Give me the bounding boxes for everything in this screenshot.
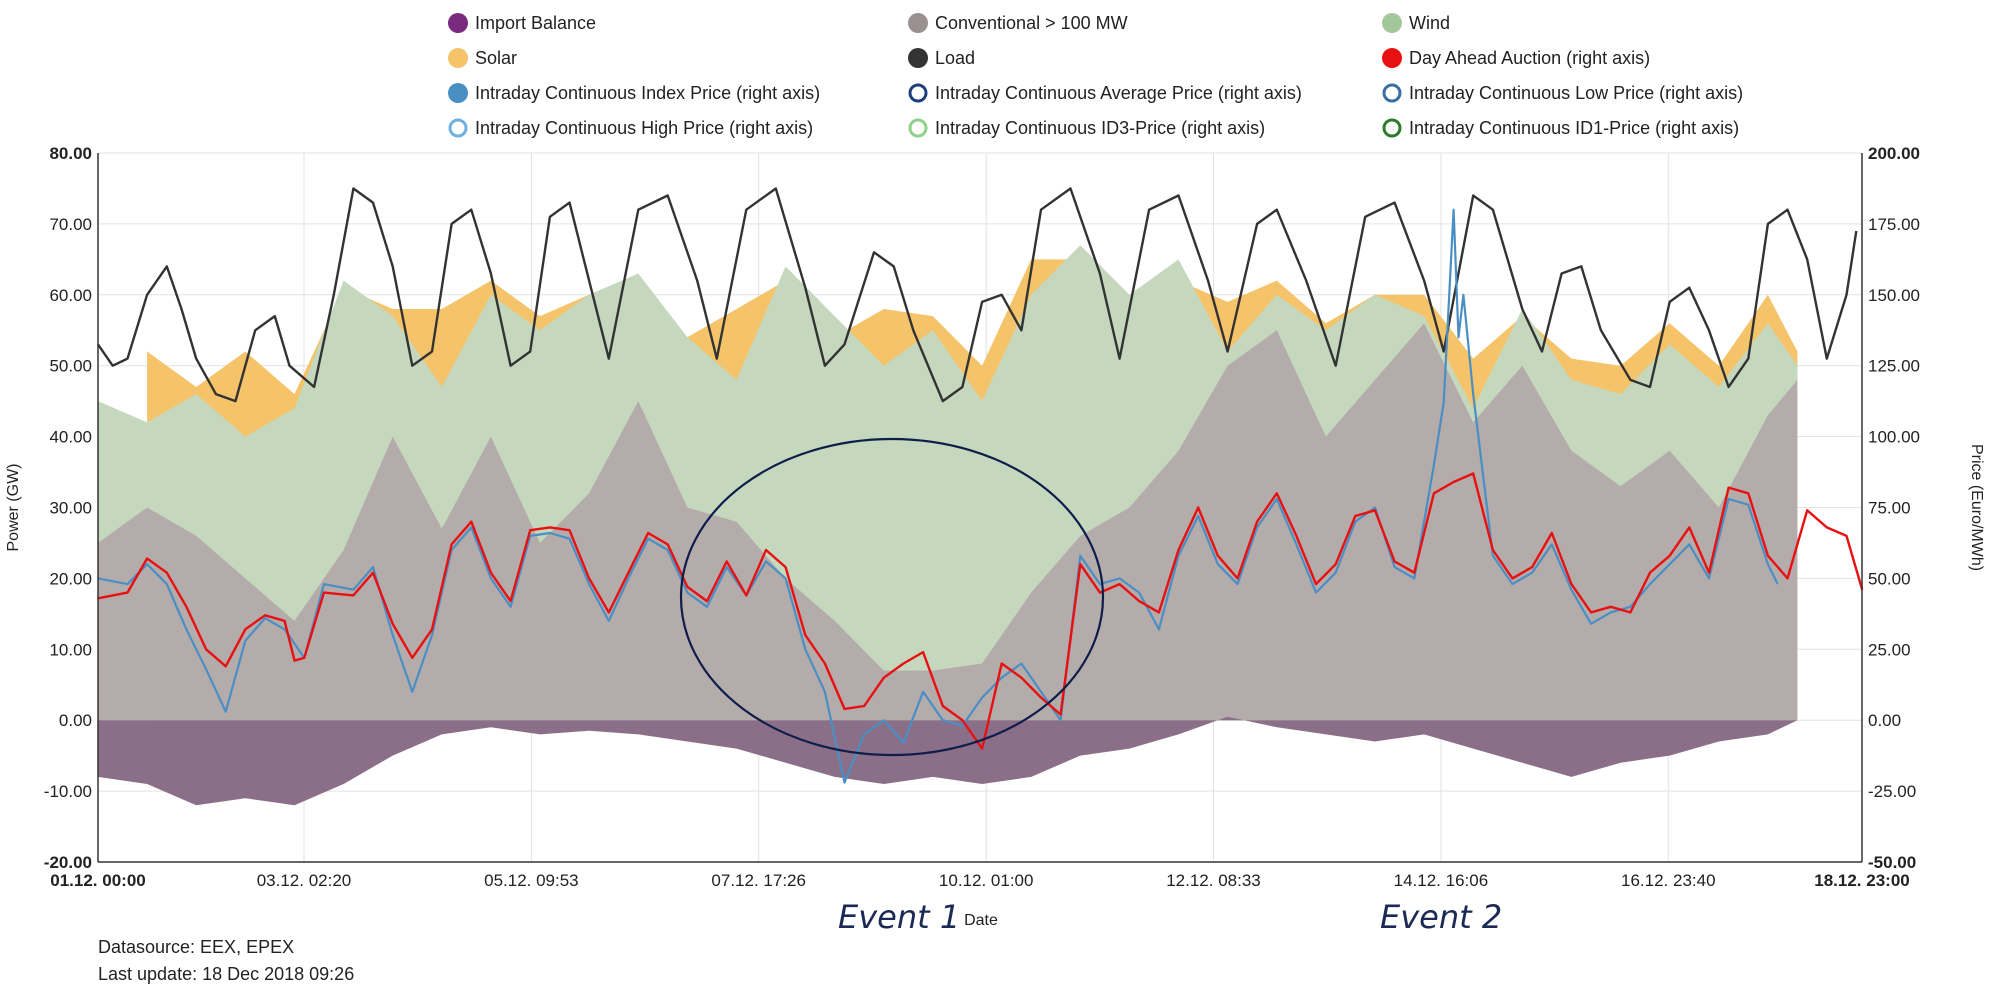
area-conventional-100-mw <box>98 323 1798 721</box>
y-right-tick-label: 50.00 <box>1868 569 1911 588</box>
y-right-tick-label: 200.00 <box>1868 144 1920 163</box>
area-import-balance <box>98 716 1798 806</box>
y-right-tick-label: 125.00 <box>1868 357 1920 376</box>
legend-label-3: Solar <box>475 48 517 68</box>
y-left-tick-label: 10.00 <box>49 640 92 659</box>
y-right-axis-title: Price (Euro/MWh) <box>1968 444 1985 571</box>
y-right-tick-label: -25.00 <box>1868 782 1916 801</box>
legend-item-7: Intraday Continuous Average Price (right… <box>908 83 1302 103</box>
x-axis-title: Date <box>964 912 998 929</box>
datasource-text: Datasource: EEX, EPEX <box>98 937 295 957</box>
line-intraday-continuous-index-price-right-axis- <box>97 208 1779 784</box>
legend-item-8: Intraday Continuous Low Price (right axi… <box>1382 83 1743 103</box>
y-left-tick-label: 60.00 <box>49 286 92 305</box>
legend-label-7: Intraday Continuous Average Price (right… <box>935 83 1302 103</box>
legend-label-8: Intraday Continuous Low Price (right axi… <box>1409 83 1743 103</box>
legend-marker-1 <box>908 13 928 33</box>
legend-marker-2 <box>1382 13 1402 33</box>
y-left-axis-title: Power (GW) <box>5 464 22 552</box>
legend-marker-3 <box>448 48 468 68</box>
y-right-tick-label: 25.00 <box>1868 640 1911 659</box>
chart-legend: Import Balance Conventional > 100 MW Wind S… <box>448 13 1743 138</box>
y-left-tick-label: 20.00 <box>49 569 92 588</box>
y-left-tick-label: 50.00 <box>49 357 92 376</box>
x-tick-label: 05.12. 09:53 <box>484 871 579 890</box>
y-left-tick-label: -10.00 <box>44 782 92 801</box>
legend-item-1: Conventional > 100 MW <box>908 13 1128 33</box>
legend-item-9: Intraday Continuous High Price (right ax… <box>448 118 813 138</box>
event-2-label: Event 2 <box>1380 898 1502 936</box>
legend-marker-0 <box>448 13 468 33</box>
y-left-tick-label: 0.00 <box>59 711 92 730</box>
line-load <box>97 187 1858 403</box>
event-1-circle <box>679 437 1105 757</box>
x-tick-label: 03.12. 02:20 <box>257 871 352 890</box>
legend-marker-6 <box>448 83 468 103</box>
y-right-tick-label: -50.00 <box>1868 853 1916 872</box>
line-day-ahead-auction-right-axis- <box>97 472 1864 750</box>
legend-item-4: Load <box>908 48 975 68</box>
x-tick-label: 07.12. 17:26 <box>711 871 806 890</box>
y-left-tick-label: -20.00 <box>44 853 92 872</box>
legend-item-0: Import Balance <box>448 13 596 33</box>
legend-label-1: Conventional > 100 MW <box>935 13 1128 33</box>
y-left-tick-label: 80.00 <box>49 144 92 163</box>
y-left-tick-label: 30.00 <box>49 499 92 518</box>
y-left-tick-label: 70.00 <box>49 215 92 234</box>
y-right-tick-label: 100.00 <box>1868 428 1920 447</box>
legend-marker-5 <box>1382 48 1402 68</box>
x-tick-label: 12.12. 08:33 <box>1166 871 1261 890</box>
legend-item-5: Day Ahead Auction (right axis) <box>1382 48 1650 68</box>
legend-item-10: Intraday Continuous ID3-Price (right axi… <box>908 118 1265 138</box>
legend-label-11: Intraday Continuous ID1-Price (right axi… <box>1409 118 1739 138</box>
y-right-tick-label: 0.00 <box>1868 711 1901 730</box>
legend-marker-7 <box>908 83 928 103</box>
legend-label-9: Intraday Continuous High Price (right ax… <box>475 118 813 138</box>
x-tick-label: 01.12. 00:00 <box>50 871 145 890</box>
y-right-tick-label: 150.00 <box>1868 286 1920 305</box>
legend-marker-8 <box>1382 83 1402 103</box>
legend-label-0: Import Balance <box>475 13 596 33</box>
legend-label-6: Intraday Continuous Index Price (right a… <box>475 83 820 103</box>
legend-marker-11 <box>1382 118 1402 138</box>
legend-marker-10 <box>908 118 928 138</box>
legend-label-4: Load <box>935 48 975 68</box>
legend-marker-9 <box>448 118 468 138</box>
x-tick-label: 16.12. 23:40 <box>1621 871 1716 890</box>
annotations: Event 1 Event 2 <box>679 437 1502 936</box>
y-left-tick-label: 40.00 <box>49 428 92 447</box>
legend-item-6: Intraday Continuous Index Price (right a… <box>448 83 820 103</box>
x-tick-label: 14.12. 16:06 <box>1394 871 1489 890</box>
plot-area <box>97 152 1864 863</box>
y-right-tick-label: 175.00 <box>1868 215 1920 234</box>
legend-item-2: Wind <box>1382 13 1450 33</box>
legend-label-2: Wind <box>1409 13 1450 33</box>
axes: 80.00 70.00 60.00 50.00 40.00 30.00 20.00 10.00… <box>5 144 1985 929</box>
legend-label-10: Intraday Continuous ID3-Price (right axi… <box>935 118 1265 138</box>
legend-label-5: Day Ahead Auction (right axis) <box>1409 48 1650 68</box>
last-update-text: Last update: 18 Dec 2018 09:26 <box>98 964 355 984</box>
y-right-tick-label: 75.00 <box>1868 499 1911 518</box>
x-tick-label: 10.12. 01:00 <box>939 871 1034 890</box>
x-tick-label: 18.12. 23:00 <box>1814 871 1909 890</box>
legend-marker-4 <box>908 48 928 68</box>
legend-item-3: Solar <box>448 48 517 68</box>
legend-item-11: Intraday Continuous ID1-Price (right axi… <box>1382 118 1739 138</box>
event-1-label: Event 1 <box>838 898 960 936</box>
